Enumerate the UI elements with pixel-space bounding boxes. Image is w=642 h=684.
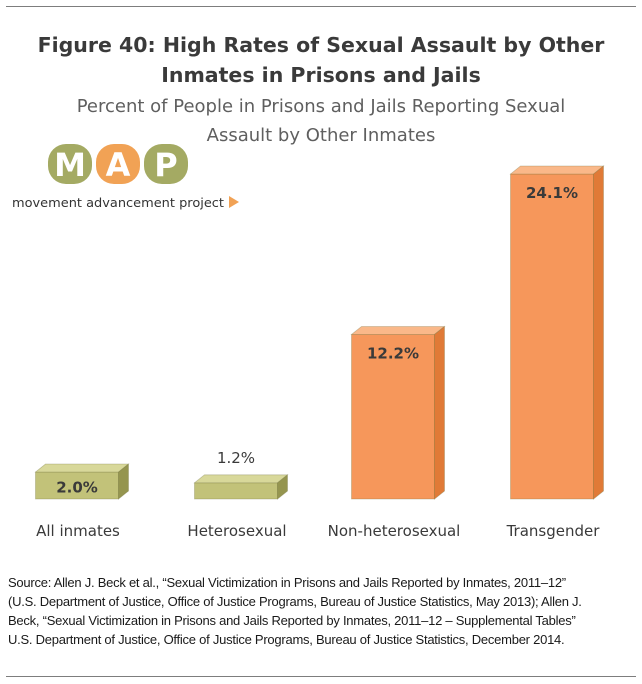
logo-letter-m-badge: M [48, 144, 92, 184]
value-labels-group: 2.0% 1.2% 12.2% 24.1% [56, 184, 578, 497]
source-line-1: Source: Allen J. Beck et al., “Sexual Vi… [8, 575, 566, 590]
source-line-2: (U.S. Department of Justice, Office of J… [8, 594, 582, 609]
category-label: Non-heterosexual [328, 522, 461, 540]
value-label: 1.2% [217, 449, 255, 467]
value-label: 12.2% [367, 344, 419, 362]
category-labels-group: All inmates Heterosexual Non-heterosexual T… [36, 522, 600, 540]
category-label: Heterosexual [187, 522, 286, 540]
chart-title-line-1: Figure 40: High Rates of Sexual Assault … [37, 33, 605, 57]
chart-subtitle-line-2: Assault by Other Inmates [206, 125, 436, 146]
chart-title-line-2: Inmates in Prisons and Jails [161, 63, 481, 87]
map-logo: M A P movement advancement project [12, 144, 239, 210]
logo-tagline: movement advancement project [12, 196, 224, 210]
bar-transgender [509, 165, 605, 500]
bars-group [34, 165, 605, 500]
logo-letter-p-badge: P [144, 144, 188, 184]
bottom-rule [6, 676, 636, 677]
source-line-4: U.S. Department of Justice, Office of Ju… [8, 632, 565, 647]
source-line-3: Beck, “Sexual Victimization in Prisons a… [8, 613, 576, 628]
logo-arrow-icon [229, 196, 239, 208]
logo-letter-a: A [106, 146, 131, 184]
bar-non-heterosexual [350, 325, 446, 500]
chart-subtitle-line-1: Percent of People in Prisons and Jails R… [76, 96, 566, 117]
value-label: 2.0% [56, 479, 98, 497]
bar-all-inmates [34, 463, 130, 500]
logo-letter-p: P [154, 146, 177, 184]
category-label: Transgender [506, 522, 601, 540]
logo-letter-m: M [54, 146, 86, 184]
logo-letter-a-badge: A [96, 144, 140, 184]
value-label: 24.1% [526, 184, 578, 202]
bar-heterosexual [193, 473, 289, 500]
top-rule [6, 6, 636, 7]
category-label: All inmates [36, 522, 120, 540]
